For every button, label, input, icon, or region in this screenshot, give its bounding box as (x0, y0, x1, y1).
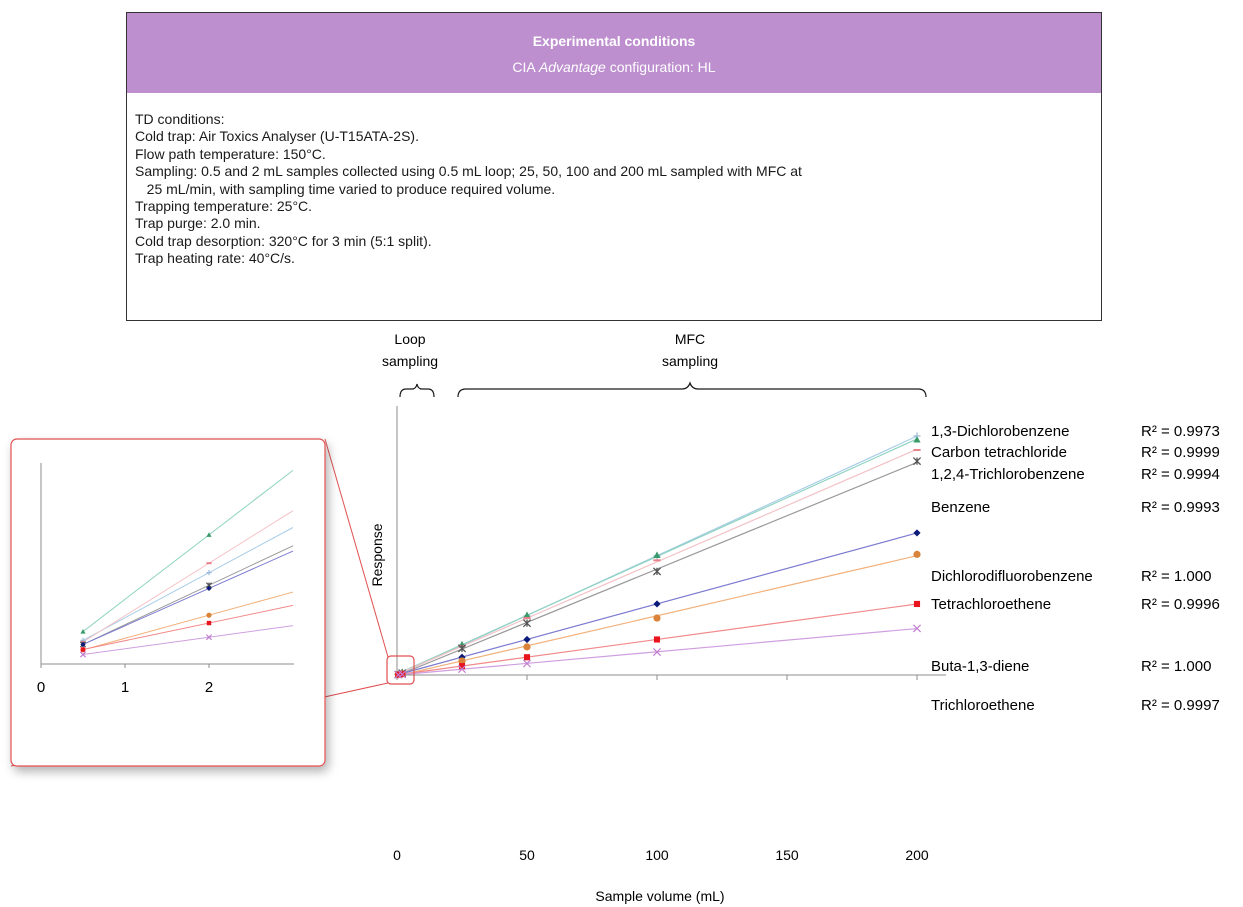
data-point (523, 611, 531, 618)
conditions-body: TD conditions: Cold trap: Air Toxics Ana… (127, 93, 1101, 268)
data-point (522, 619, 532, 628)
legend-label: Buta-1,3-diene (931, 658, 1029, 675)
data-point (913, 550, 921, 558)
inset-trendline (82, 510, 294, 643)
data-point (653, 600, 661, 608)
condition-line: Trapping temperature: 25°C. (135, 198, 313, 215)
condition-line: Trap heating rate: 40°C/s. (135, 250, 295, 267)
legend-label: Dichlorodifluorobenzene (931, 568, 1093, 585)
experimental-conditions-box: Experimental conditions CIA Advantage co… (126, 12, 1102, 321)
condition-line: 25 mL/min, with sampling time varied to … (135, 180, 556, 197)
data-point (652, 567, 662, 576)
data-point (458, 653, 466, 661)
inset-data-point (206, 620, 212, 626)
inset-x-tick-label: 1 (121, 679, 129, 696)
loop-sampling-label-1: Loop (394, 331, 425, 347)
data-point (913, 529, 921, 537)
data-point (653, 551, 661, 558)
inset-trendline (82, 591, 294, 651)
condition-line: TD conditions: (135, 111, 225, 127)
data-point (522, 659, 532, 668)
data-point (653, 614, 661, 622)
x-tick-label: 150 (775, 847, 799, 863)
inset-data-point (206, 585, 212, 591)
inset-data-point (79, 651, 87, 658)
data-point (458, 663, 466, 670)
data-point (653, 636, 661, 643)
inset-trendline (82, 545, 294, 645)
data-point (912, 457, 922, 466)
inset-trendline (82, 469, 294, 632)
inset-data-point (206, 532, 212, 537)
inset-data-point (206, 612, 212, 618)
legend-label: Trichloroethene (931, 697, 1035, 714)
data-point (398, 670, 407, 679)
data-point (457, 644, 467, 653)
inset-data-point (206, 570, 212, 576)
condition-line: Cold trap desorption: 320°C for 3 min (5… (135, 232, 432, 249)
x-axis-label: Sample volume (mL) (595, 888, 724, 904)
mfc-sampling-label-1: MFC (675, 331, 705, 347)
subtitle-suffix: configuration: HL (605, 59, 716, 75)
r-squared-label: R² = 0.9999 (1141, 444, 1220, 461)
condition-line: Trap purge: 2.0 min. (135, 215, 261, 232)
r-squared-label: R² = 1.000 (1141, 568, 1211, 585)
legend-label: 1,2,4-Trichlorobenzene (931, 466, 1085, 483)
trendline (396, 448, 918, 676)
legend-label: Benzene (931, 499, 990, 516)
x-tick-label: 50 (519, 847, 535, 863)
loop-brace (399, 383, 435, 398)
data-point (912, 624, 922, 633)
inset-x-tick-label: 2 (205, 679, 213, 696)
data-point (523, 635, 531, 644)
x-tick-label: 100 (645, 847, 669, 863)
data-point (913, 600, 921, 608)
legend-label: Carbon tetrachloride (931, 444, 1067, 461)
inset-data-point (80, 647, 86, 652)
conditions-title: Experimental conditions (532, 33, 696, 49)
inset-data-point (80, 641, 86, 648)
inset-panel (10, 438, 326, 767)
r-squared-label: R² = 0.9996 (1141, 596, 1220, 613)
legend-label: Tetrachloroethene (931, 596, 1051, 613)
inset-trendline (82, 625, 294, 656)
r-squared-label: R² = 1.000 (1141, 658, 1211, 675)
x-tick-label: 0 (393, 847, 401, 863)
inset-trendline (82, 604, 294, 650)
subtitle-italic: Advantage (538, 59, 606, 75)
inset-x-tick-label: 0 (37, 679, 45, 696)
r-squared-label: R² = 0.9997 (1141, 697, 1220, 714)
data-point (458, 657, 466, 665)
condition-line: Flow path temperature: 150°C. (135, 145, 326, 162)
data-point (457, 665, 467, 674)
r-squared-label: R² = 0.9973 (1141, 423, 1220, 440)
mfc-brace (457, 381, 927, 398)
inset-data-point (205, 634, 213, 641)
r-squared-label: R² = 0.9994 (1141, 466, 1220, 483)
loop-sampling-label-2: sampling (382, 353, 438, 369)
zoom-region (386, 655, 415, 685)
zoom-connector-top (324, 438, 389, 658)
data-point (913, 436, 921, 443)
r-squared-label: R² = 0.9993 (1141, 499, 1220, 516)
inset-trendline (82, 550, 294, 645)
data-point (523, 654, 531, 661)
y-axis-label: Response (369, 523, 385, 586)
condition-line: Cold trap: Air Toxics Analyser (U-T15ATA… (135, 128, 419, 145)
data-point (652, 648, 662, 657)
inset-trendline (82, 527, 294, 641)
inset-data-point (80, 628, 86, 634)
subtitle-prefix: CIA (512, 59, 539, 75)
mfc-sampling-label-2: sampling (662, 353, 718, 369)
conditions-subtitle: CIA Advantage configuration: HL (127, 59, 1101, 75)
conditions-header: Experimental conditions CIA Advantage co… (127, 13, 1101, 93)
data-point (523, 643, 531, 651)
legend-label: 1,3-Dichlorobenzene (931, 423, 1069, 440)
x-tick-label: 200 (905, 847, 929, 863)
condition-line: Sampling: 0.5 and 2 mL samples collected… (135, 163, 802, 180)
